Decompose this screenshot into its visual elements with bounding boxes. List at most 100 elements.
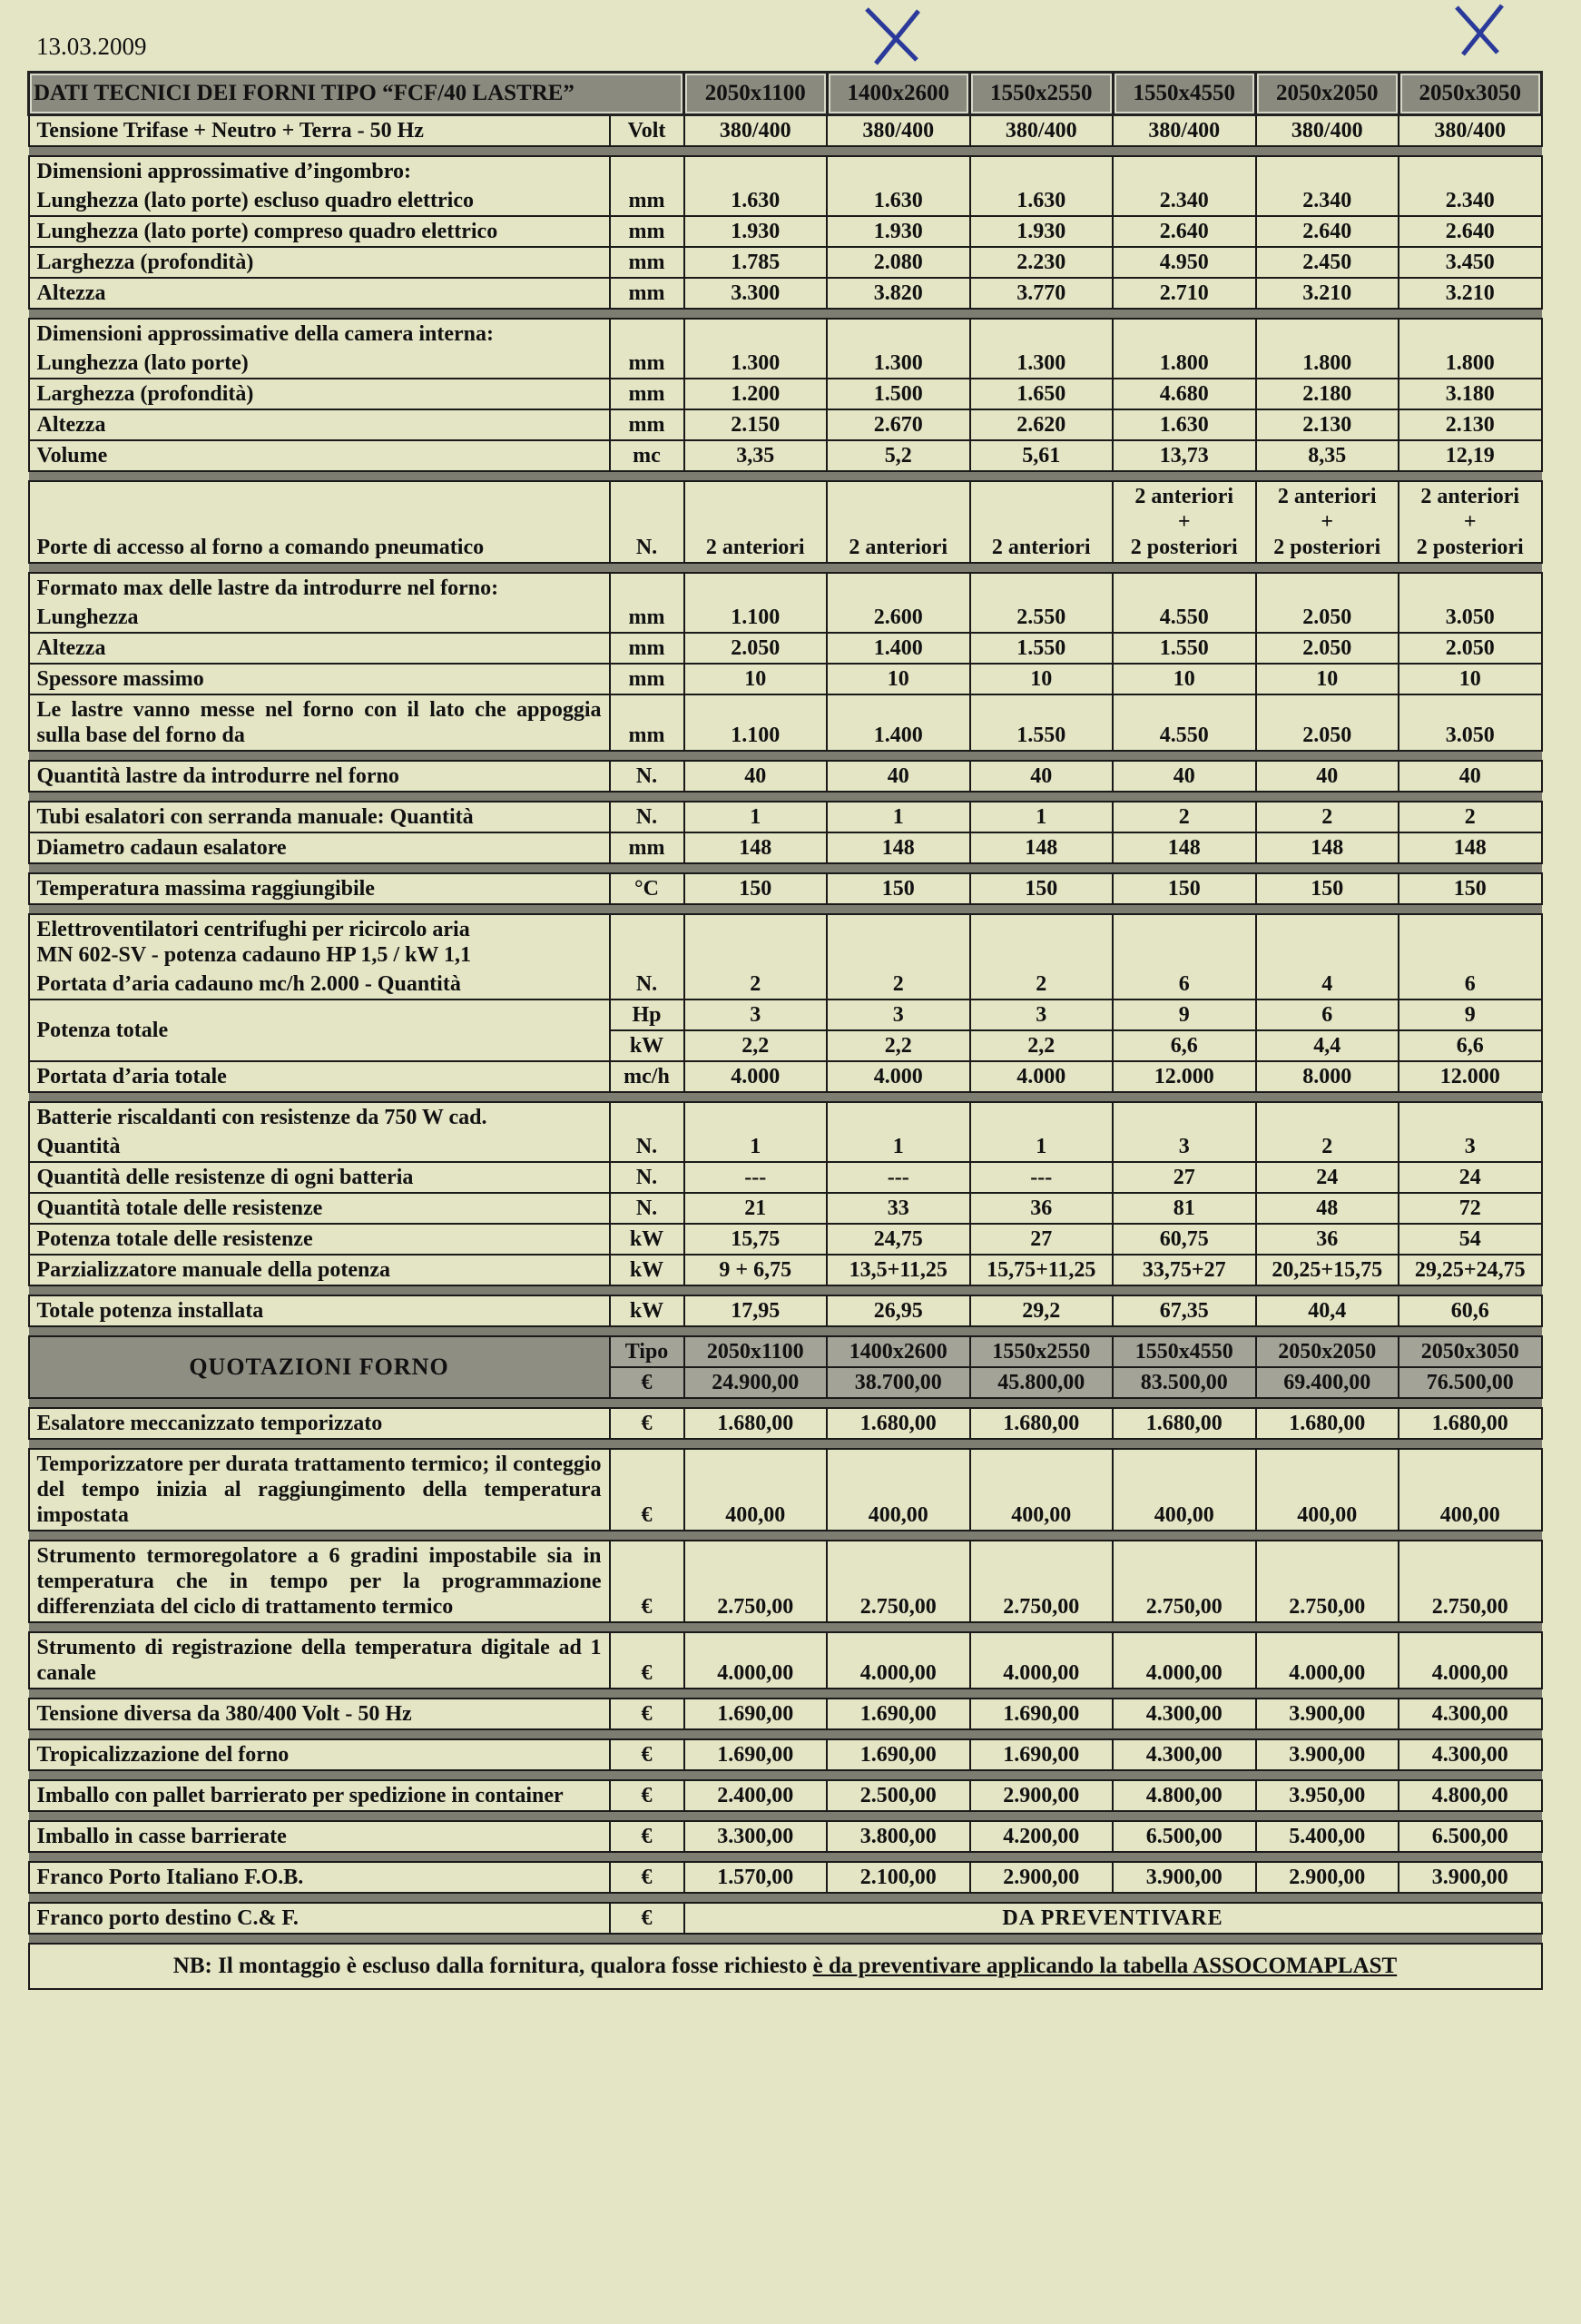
value-cell: 3.900,00 [1398,1861,1543,1894]
value-cell: 2.230 [968,246,1114,279]
value-cell: 1.680,00 [1398,1407,1543,1440]
row-label: Quantità totale delle resistenze [27,1192,611,1225]
value-cell: 13,5+11,25 [826,1254,971,1286]
gap-cell [28,862,1542,874]
value-cell: 10 [826,663,971,695]
value-cell: 9 + 6,75 [682,1254,828,1286]
value-cell: 1.690,00 [682,1738,828,1771]
table-row: Dimensioni approssimative d’ingombro: [27,155,1543,186]
value-cell: 2.640 [1112,215,1257,248]
value-cell: 26,95 [826,1295,971,1327]
value-cell: 2.150 [682,409,828,441]
value-cell: 3.770 [968,277,1114,310]
model-header: 2050x3050 [1397,71,1543,116]
table-row: Altezza mm 2.150 2.670 2.620 1.630 2.130 2.130 [27,409,1543,441]
value-cell: 1.930 [968,215,1114,248]
value-cell: 6.500,00 [1112,1820,1257,1853]
value-cell: 1.400 [826,632,971,665]
row-label: Altezza [27,277,611,310]
value-cell: 4.300,00 [1112,1738,1257,1771]
section-gap [28,1325,1542,1337]
table-row: Lunghezza (lato porte) compreso quadro e… [27,215,1543,248]
value-cell: 380/400 [968,113,1114,147]
value-cell: 2.130 [1398,409,1543,441]
table-row: Franco Porto Italiano F.O.B. €1.570,00 2.1… [27,1861,1543,1894]
unit-cell: kW [608,1029,685,1062]
gap-cell [28,470,1542,482]
row-label: Lunghezza (lato porte) [27,349,611,379]
empty-cell [1254,913,1399,970]
table-row: Parzializzatore manuale della potenza kW 9… [27,1254,1543,1286]
row-label: Temporizzatore per durata trattamento te… [27,1448,611,1531]
unit-cell: kW [608,1295,685,1327]
empty-cell [1254,1101,1399,1132]
section-gap [28,1285,1542,1296]
value-cell: 21 [682,1192,828,1225]
value-cell: 1 [968,801,1114,833]
value-cell: 1.100 [682,603,828,634]
gap-cell [28,145,1542,157]
note: NB: Il montaggio è escluso dalla fornitu… [27,1943,1543,1990]
value-cell: 2.620 [968,409,1114,441]
value-cell: 2 [1398,801,1543,833]
value-cell: 148 [1112,832,1257,864]
gap-cell [28,308,1542,320]
value-cell: 4.000,00 [1112,1631,1257,1689]
value-cell: 2 anteriori [826,480,971,564]
note-cell: DA PREVENTIVARE [682,1902,1543,1935]
value-cell: 2.750,00 [968,1540,1114,1623]
empty-cell [826,318,971,349]
empty-cell [968,572,1114,603]
value-cell: 2.340 [1254,186,1399,217]
unit-cell: N. [608,970,685,1000]
value-cell: 3.050 [1398,694,1543,752]
value-cell: 1.630 [968,186,1114,217]
value-cell: 150 [682,872,828,905]
value-cell: 24 [1398,1161,1543,1194]
x-mark [1455,4,1504,56]
empty-cell [682,572,828,603]
value-cell: 1.500 [826,378,971,410]
value-cell: 4.000 [826,1060,971,1093]
unit-cell: mm [608,832,685,864]
price-cell: 2050x3050 [1398,1335,1543,1368]
quotation-row: €24.900,00 38.700,00 45.800,00 83.500,00 69.… [29,1366,1543,1399]
value-cell: 4.300,00 [1398,1698,1543,1730]
value-cell: 2 [1254,1132,1399,1163]
value-cell: 380/400 [826,113,971,147]
value-cell: 4.800,00 [1112,1779,1257,1812]
unit-cell: € [608,1820,685,1853]
row-label: Tensione Trifase + Neutro + Terra - 50 H… [27,113,611,147]
value-cell: 3 [968,999,1114,1031]
table-row: Quantità totale delle resistenze N. 21 33 36… [27,1192,1543,1225]
table-row: Larghezza (profondità) mm 1.200 1.500 1.650 4… [27,378,1543,410]
value-cell: 1.200 [682,378,828,410]
value-cell: 400,00 [1398,1448,1543,1531]
value-cell: 3.450 [1398,246,1543,279]
value-cell: 4,4 [1254,1029,1399,1062]
row-label: Dimensioni approssimative della camera i… [27,318,611,349]
empty-cell [682,1101,828,1132]
value-cell: 2 [1254,801,1399,833]
unit-cell: mm [608,603,685,634]
model-header: 2050x1100 [682,71,829,116]
row-label: Franco Porto Italiano F.O.B. [27,1861,611,1894]
value-cell: 400,00 [682,1448,828,1531]
value-cell: 2.710 [1112,277,1257,310]
table-row: Larghezza (profondità) mm 1.785 2.080 2.230 4… [27,246,1543,279]
empty-cell [1112,1101,1257,1132]
value-cell: 10 [1112,663,1257,695]
value-cell: 81 [1112,1192,1257,1225]
unit-cell: kW [608,1254,685,1286]
row-label: Diametro cadaun esalatore [27,832,611,864]
table-row: Formato max delle lastre da introdurre n… [27,572,1543,603]
unit-cell: € [608,1698,685,1730]
note-text: NB: Il montaggio è escluso dalla fornitu… [172,1954,813,1978]
table-row: Porte di accesso al forno a comando pneu… [27,480,1543,564]
value-cell: 40 [1398,760,1543,793]
value-cell: 10 [682,663,828,695]
price-cell: 38.700,00 [826,1366,971,1399]
value-cell: 6 [1398,970,1543,1000]
unit-cell: mm [608,694,685,752]
